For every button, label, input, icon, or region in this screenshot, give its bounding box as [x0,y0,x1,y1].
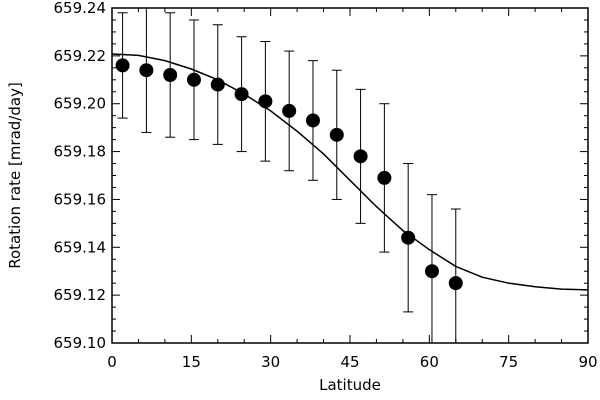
data-point [329,127,344,142]
y-tick-label: 659.18 [54,143,107,161]
data-point [163,68,178,82]
y-tick-label: 659.16 [54,190,107,208]
x-tick-label: 45 [340,353,359,371]
data-point [424,264,439,279]
y-tick-label: 659.20 [54,95,107,113]
data-point [186,72,201,87]
errorbar-layer [117,7,461,343]
x-tick-label: 90 [578,353,597,371]
data-point [353,149,368,164]
x-tick-labels: 0 15 30 45 60 75 90 [107,353,597,371]
model-curve [111,53,589,291]
model-curve-layer [111,53,589,291]
y-tick-label: 659.14 [54,238,107,256]
data-point [305,113,320,128]
x-tick-label: 60 [420,353,439,371]
data-point [448,276,463,291]
x-tick-label: 0 [107,353,117,371]
y-tick-label: 659.12 [54,286,107,304]
axis-ticks [111,7,589,344]
y-tick-label: 659.22 [54,47,107,65]
data-points-layer [115,58,463,291]
x-axis-title: Latitude [319,376,381,394]
y-tick-label: 659.10 [54,334,107,352]
data-point [282,103,297,118]
data-point [234,87,249,102]
plot-frame [111,7,589,344]
x-tick-label: 30 [261,353,280,371]
x-tick-label: 15 [182,353,201,371]
x-tick-label: 75 [499,353,518,371]
data-point [139,63,154,78]
data-point [258,94,273,109]
data-point [377,170,392,185]
y-tick-labels: 659.10 659.12 659.14 659.16 659.18 659.20 659.… [54,0,107,352]
data-point [401,230,416,245]
y-axis-title: Rotation rate [mrad/day] [6,82,24,269]
y-tick-label: 659.24 [54,0,107,17]
data-point [115,58,130,73]
data-point [210,77,225,92]
